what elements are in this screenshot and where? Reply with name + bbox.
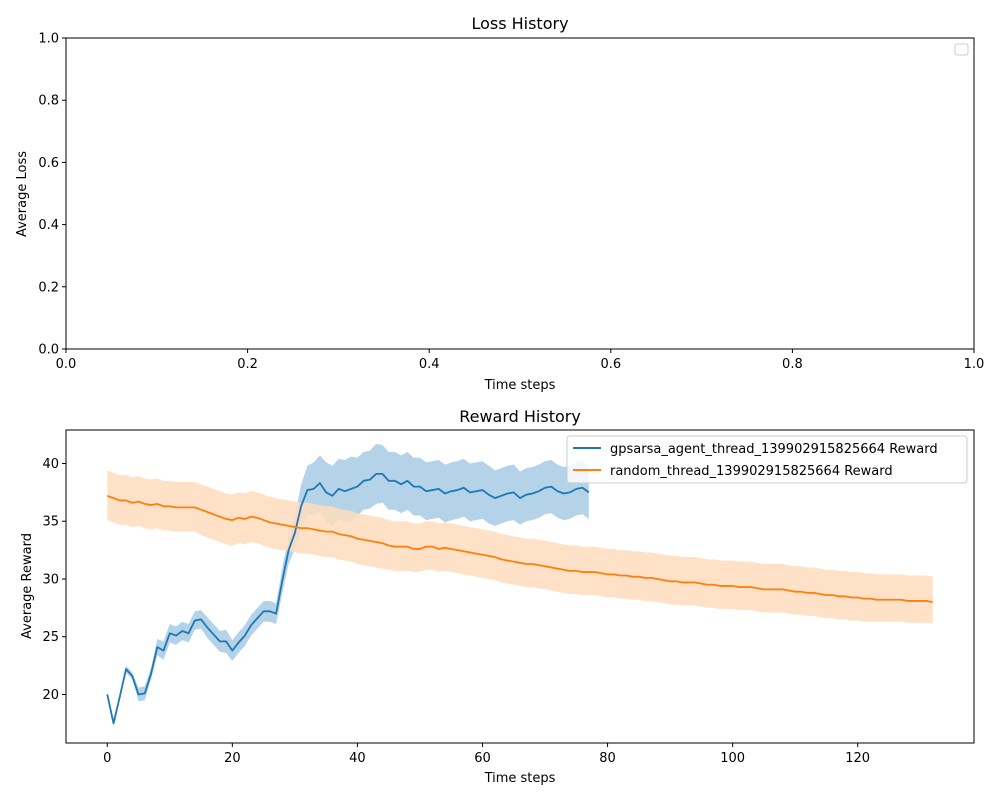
series-band-random — [107, 470, 933, 623]
series-line-gpsarsa — [106, 472, 590, 725]
reward-x-ticks: 0 20 40 60 80 100 120 — [103, 743, 870, 766]
reward-legend: gpsarsa_agent_thread_139902915825664 Rew… — [566, 435, 968, 484]
y-tick-label: 0.0 — [38, 343, 59, 358]
loss-plot-frame — [65, 37, 975, 350]
loss-y-axis-label: Average Loss — [15, 151, 30, 237]
x-tick-label: 0.0 — [56, 357, 77, 372]
x-tick-label: 80 — [599, 751, 616, 766]
y-tick-label: 0.6 — [38, 156, 59, 171]
loss-x-axis-label: Time steps — [484, 378, 556, 393]
loss-x-ticks: 0.0 0.2 0.4 0.6 0.8 1.0 — [56, 349, 985, 372]
x-tick-label: 120 — [845, 751, 870, 766]
x-tick-label: 0.4 — [419, 357, 440, 372]
x-tick-label: 0.2 — [237, 357, 258, 372]
reward-chart-title: Reward History — [459, 407, 581, 426]
loss-history-axes: Loss History 0.00.20.40.60.81.0 0.0 0.2 0.… — [15, 14, 984, 393]
x-tick-label: 0 — [103, 751, 111, 766]
loss-y-ticks: 0.0 0.2 0.4 0.6 0.8 1.0 — [38, 32, 66, 358]
x-tick-label: 40 — [349, 751, 366, 766]
x-tick-label: 100 — [720, 751, 745, 766]
reward-y-ticks: 20 25 30 35 40 — [42, 457, 66, 703]
reward-plot-frame — [65, 429, 975, 744]
y-tick-label: 0.4 — [38, 218, 59, 233]
series-band-gpsarsa — [107, 443, 589, 726]
y-tick-label: 0.2 — [38, 280, 59, 295]
reward-confidence-bands — [107, 443, 933, 726]
reward-y-axis-label: Average Reward — [20, 533, 35, 639]
series-line-random — [106, 494, 933, 603]
x-tick-label: 60 — [474, 751, 491, 766]
reward-x-axis-label: Time steps — [484, 771, 556, 786]
loss-chart-title: Loss History — [471, 14, 568, 33]
x-tick-label: 0.6 — [600, 357, 621, 372]
y-tick-label: 1.0 — [38, 32, 59, 47]
legend-label-gpsarsa: gpsarsa_agent_thread_139902915825664 Rew… — [610, 442, 938, 457]
x-tick-label: 20 — [224, 751, 241, 766]
y-tick-label: 20 — [42, 688, 59, 703]
legend-label-random: random_thread_139902915825664 Reward — [610, 464, 893, 479]
reward-series-lines — [106, 472, 933, 725]
reward-history-axes: Reward History 20 25 30 35 40 0 20 40 60 80 100 12… — [20, 407, 975, 786]
loss-legend-box — [954, 43, 969, 56]
y-tick-label: 35 — [42, 515, 59, 530]
reward-legend-box — [566, 435, 968, 484]
y-tick-label: 0.8 — [38, 94, 59, 109]
y-tick-label: 30 — [42, 572, 59, 587]
x-tick-label: 0.8 — [782, 357, 803, 372]
y-tick-label: 40 — [42, 457, 59, 472]
x-tick-label: 1.0 — [964, 357, 985, 372]
y-tick-label: 25 — [42, 630, 59, 645]
